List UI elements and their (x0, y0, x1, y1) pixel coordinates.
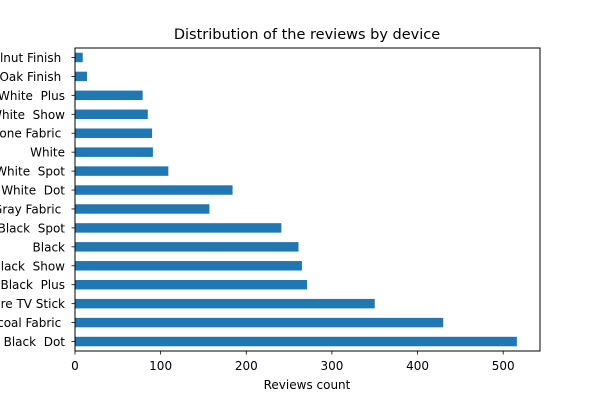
bar (75, 128, 153, 138)
plot-frame (74, 47, 541, 352)
y-tick-label: Black Spot (0, 221, 65, 235)
bar (75, 166, 169, 176)
y-tick-label: White (30, 146, 65, 160)
y-tick-label: Configuration: Fire TV Stick (0, 297, 65, 311)
y-tick-label: Heather Gray Fabric (0, 202, 65, 216)
bar (75, 223, 282, 233)
x-axis-label: Reviews count (264, 378, 351, 392)
bar (75, 242, 299, 252)
y-tick-label: Sandstone Fabric (0, 127, 65, 141)
x-tick-label: 500 (492, 359, 515, 373)
y-tick-label: Oak Finish (0, 70, 65, 84)
bar (75, 317, 444, 328)
x-tick-label: 0 (71, 359, 79, 373)
bar (75, 204, 210, 214)
y-tick-label: White Plus (0, 89, 65, 103)
y-tick-label: White Show (0, 108, 65, 122)
bar (75, 71, 87, 82)
bar (75, 336, 517, 347)
y-tick-label: Walnut Finish (0, 51, 65, 65)
bar (75, 261, 302, 271)
y-tick-label: Charcoal Fabric (0, 316, 65, 330)
x-tick-label: 200 (235, 359, 258, 373)
y-tick-label: White Dot (1, 184, 65, 198)
bar (75, 298, 375, 309)
bar (75, 279, 308, 290)
y-axis: Black Dot Charcoal Fabric Configuration: … (0, 51, 75, 349)
bar (75, 185, 233, 195)
y-tick-label: Black Plus (0, 278, 65, 292)
bar (75, 147, 153, 157)
y-tick-label: Black (33, 240, 66, 254)
bar (75, 52, 83, 63)
x-tick-label: 300 (320, 359, 343, 373)
bar (75, 109, 148, 120)
x-tick-label: 100 (149, 359, 172, 373)
chart-title: Distribution of the reviews by device (174, 27, 440, 43)
x-tick-label: 400 (406, 359, 429, 373)
y-tick-label: White Spot (0, 165, 65, 179)
bars-group (75, 52, 517, 347)
bar (75, 90, 143, 101)
y-tick-label: Black Dot (4, 335, 66, 349)
y-tick-label: Black Show (0, 259, 65, 273)
x-axis: 0 100 200 300 400 500 (71, 351, 515, 373)
